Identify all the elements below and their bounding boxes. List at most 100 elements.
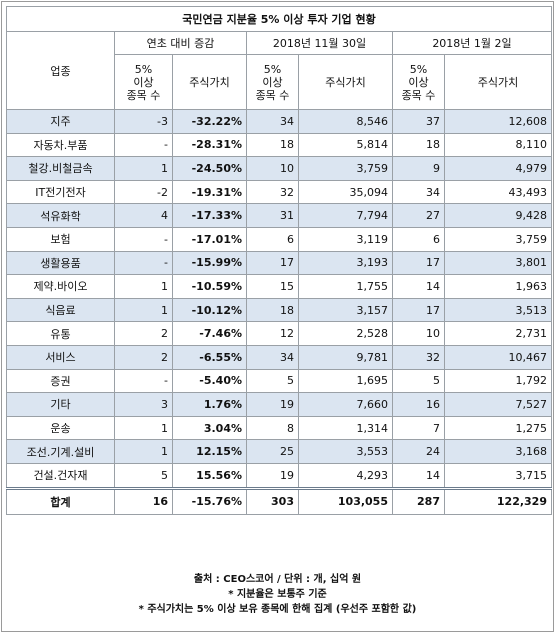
- nov-value-cell: 3,119: [298, 226, 393, 252]
- jan-count-cell: 9: [392, 156, 445, 181]
- change-pct-cell: -19.31%: [172, 179, 247, 205]
- table-row: 자동차.부품 - -28.31% 18 5,814 18 8,110: [6, 132, 552, 158]
- table-row: 생활용품 - -15.99% 17 3,193 17 3,801: [6, 250, 552, 276]
- sector-cell: 지주: [6, 109, 115, 134]
- nov-value-cell: 1,314: [298, 415, 393, 441]
- sector-cell: 건설.건자재: [6, 462, 115, 489]
- nov-count-cell: 10: [246, 156, 299, 181]
- jan-count-cell: 32: [392, 344, 445, 370]
- jan-value-cell: 2,731: [444, 321, 552, 346]
- table-row: 보험 - -17.01% 6 3,119 6 3,759: [6, 226, 552, 252]
- change-count-cell: 1: [114, 297, 173, 323]
- header-change-count: 5% 이상 종목 수: [114, 54, 173, 110]
- table-row: 조선.기계.설비 1 12.15% 25 3,553 24 3,168: [6, 439, 552, 464]
- nov-count-cell: 34: [246, 344, 299, 370]
- nov-value-cell: 3,157: [298, 297, 393, 323]
- footnote-share-basis: * 지분율은 보통주 기준: [228, 589, 327, 600]
- jan-count-cell: 14: [392, 462, 445, 489]
- change-pct-cell: 3.04%: [172, 415, 247, 441]
- header-jan-value: 주식가치: [444, 54, 552, 110]
- nov-value-cell: 3,759: [298, 156, 393, 181]
- nov-count-cell: 31: [246, 203, 299, 228]
- table-row: 석유화학 4 -17.33% 31 7,794 27 9,428: [6, 203, 552, 228]
- change-count-cell: 1: [114, 274, 173, 299]
- total-change-count: 16: [114, 486, 173, 515]
- jan-count-cell: 34: [392, 179, 445, 205]
- sector-cell: 생활용품: [6, 250, 115, 276]
- nov-count-cell: 19: [246, 392, 299, 417]
- nov-count-cell: 32: [246, 179, 299, 205]
- jan-value-cell: 3,759: [444, 226, 552, 252]
- jan-count-cell: 14: [392, 274, 445, 299]
- table-row: 지주 -3 -32.22% 34 8,546 37 12,608: [6, 109, 552, 134]
- header-nov-value: 주식가치: [298, 54, 393, 110]
- nov-value-cell: 3,553: [298, 439, 393, 464]
- sector-cell: 자동차.부품: [6, 132, 115, 158]
- nov-count-cell: 8: [246, 415, 299, 441]
- footnotes: 출처 : CEO스코어 / 단위 : 개, 십억 원 * 지분율은 보통주 기준…: [2, 572, 553, 617]
- change-pct-cell: -28.31%: [172, 132, 247, 158]
- table-body: 지주 -3 -32.22% 34 8,546 37 12,608 자동차.부품 - -28.31%…: [6, 109, 552, 489]
- total-row: 합계 16 -15.76% 303 103,055 287 122,329: [6, 486, 552, 515]
- nov-count-cell: 6: [246, 226, 299, 252]
- nov-value-cell: 9,781: [298, 344, 393, 370]
- change-pct-cell: -15.99%: [172, 250, 247, 276]
- table-row: IT전기전자 -2 -19.31% 32 35,094 34 43,493: [6, 179, 552, 205]
- table-row: 서비스 2 -6.55% 34 9,781 32 10,467: [6, 344, 552, 370]
- change-pct-cell: -32.22%: [172, 109, 247, 134]
- nov-count-cell: 18: [246, 132, 299, 158]
- nov-value-cell: 7,660: [298, 392, 393, 417]
- jan-count-cell: 10: [392, 321, 445, 346]
- nov-count-cell: 19: [246, 462, 299, 489]
- sector-cell: 식음료: [6, 297, 115, 323]
- change-pct-cell: 1.76%: [172, 392, 247, 417]
- header-nov-count: 5% 이상 종목 수: [246, 54, 299, 110]
- change-pct-cell: -6.55%: [172, 344, 247, 370]
- table-row: 운송 1 3.04% 8 1,314 7 1,275: [6, 415, 552, 441]
- jan-value-cell: 1,792: [444, 368, 552, 394]
- nov-value-cell: 1,695: [298, 368, 393, 394]
- jan-count-cell: 27: [392, 203, 445, 228]
- change-count-cell: 2: [114, 344, 173, 370]
- change-count-cell: -: [114, 250, 173, 276]
- sector-cell: 제약.바이오: [6, 274, 115, 299]
- sector-cell: 철강.비철금속: [6, 156, 115, 181]
- jan-count-cell: 16: [392, 392, 445, 417]
- nov-count-cell: 5: [246, 368, 299, 394]
- total-label: 합계: [6, 486, 115, 515]
- jan-value-cell: 7,527: [444, 392, 552, 417]
- jan-count-cell: 37: [392, 109, 445, 134]
- table-title: 국민연금 지분율 5% 이상 투자 기업 현황: [6, 6, 552, 32]
- change-pct-cell: -10.12%: [172, 297, 247, 323]
- jan-count-cell: 6: [392, 226, 445, 252]
- sector-cell: 증권: [6, 368, 115, 394]
- change-pct-cell: -10.59%: [172, 274, 247, 299]
- header-sector: 업종: [6, 31, 115, 110]
- jan-value-cell: 3,801: [444, 250, 552, 276]
- total-jan-count: 287: [392, 486, 445, 515]
- jan-value-cell: 10,467: [444, 344, 552, 370]
- nov-value-cell: 5,814: [298, 132, 393, 158]
- jan-value-cell: 3,715: [444, 462, 552, 489]
- table-row: 제약.바이오 1 -10.59% 15 1,755 14 1,963: [6, 274, 552, 299]
- change-pct-cell: -7.46%: [172, 321, 247, 346]
- sector-cell: 유통: [6, 321, 115, 346]
- nov-value-cell: 2,528: [298, 321, 393, 346]
- nov-count-cell: 12: [246, 321, 299, 346]
- change-count-cell: 2: [114, 321, 173, 346]
- footnote-value-basis: * 주식가치는 5% 이상 보유 종목에 한해 집계 (우선주 포함한 값): [138, 604, 417, 615]
- jan-value-cell: 43,493: [444, 179, 552, 205]
- change-count-cell: 4: [114, 203, 173, 228]
- jan-value-cell: 9,428: [444, 203, 552, 228]
- change-count-cell: 1: [114, 439, 173, 464]
- header-jan-group: 2018년 1월 2일: [392, 31, 552, 55]
- total-change-pct: -15.76%: [172, 486, 247, 515]
- change-pct-cell: -17.33%: [172, 203, 247, 228]
- jan-count-cell: 24: [392, 439, 445, 464]
- change-count-cell: -: [114, 226, 173, 252]
- sector-cell: 석유화학: [6, 203, 115, 228]
- nov-count-cell: 15: [246, 274, 299, 299]
- nov-value-cell: 4,293: [298, 462, 393, 489]
- table-row: 식음료 1 -10.12% 18 3,157 17 3,513: [6, 297, 552, 323]
- table-row: 기타 3 1.76% 19 7,660 16 7,527: [6, 392, 552, 417]
